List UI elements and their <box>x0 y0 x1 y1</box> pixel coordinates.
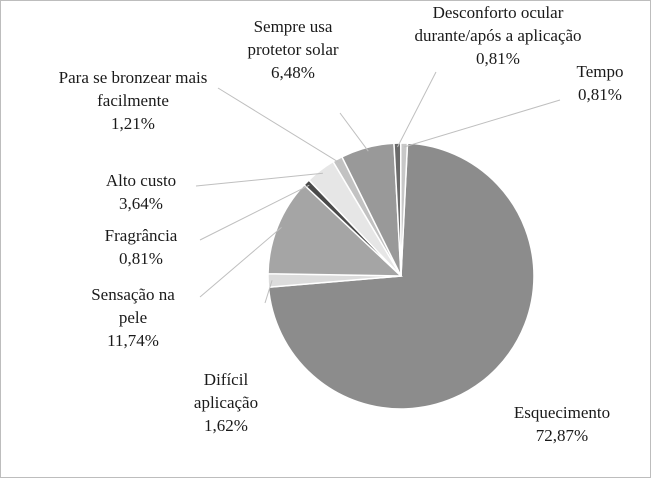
slice-label-dificil-aplicacao: Difícil aplicação 1,62% <box>194 370 258 435</box>
slice-label-text: Desconforto ocular <box>433 3 564 22</box>
slice-label-text: Tempo <box>577 62 624 81</box>
slice-labels: Esquecimento 72,87% Difícil aplicação 1,62% S… <box>59 3 624 445</box>
slice-label-text: Esquecimento <box>514 403 610 422</box>
leader-line-tempo <box>403 99 561 148</box>
leader-line-desconforto-ocular-durante-apos-a-aplicacao <box>397 71 437 148</box>
leader-line-fragrancia <box>199 184 310 241</box>
slice-label-desconforto-ocular-durante-apos-a-aplicacao: Desconforto ocular durante/após a aplicaç… <box>414 3 581 68</box>
slice-label-alto-custo: Alto custo 3,64% <box>106 171 176 213</box>
slice-label-tempo: Tempo 0,81% <box>577 62 624 104</box>
slice-value-text: 0,81% <box>578 85 622 104</box>
leader-line-para-se-bronzear-mais-facilmente <box>217 87 340 164</box>
slice-label-text: protetor solar <box>247 40 338 59</box>
pie-slice-tempo <box>399 142 409 277</box>
slice-value-text: 1,62% <box>204 416 248 435</box>
slice-value-text: 3,64% <box>119 194 163 213</box>
slice-value-text: 1,21% <box>111 114 155 133</box>
leader-lines <box>195 71 561 304</box>
slice-label-text: pele <box>119 308 147 327</box>
slice-value-text: 6,48% <box>271 63 315 82</box>
pie-slices <box>267 142 535 410</box>
slice-label-text: aplicação <box>194 393 258 412</box>
slice-label-esquecimento: Esquecimento 72,87% <box>514 403 610 445</box>
slice-label-text: Sempre usa <box>254 17 333 36</box>
slice-value-text: 72,87% <box>536 426 588 445</box>
slice-value-text: 0,81% <box>119 249 163 268</box>
leader-line-sempre-usa-protetor-solar <box>339 112 369 152</box>
slice-label-text: Para se bronzear mais <box>59 68 208 87</box>
slice-label-para-se-bronzear-mais-facilmente: Para se bronzear mais facilmente 1,21% <box>59 68 208 133</box>
slice-label-fragrancia: Fragrância 0,81% <box>105 226 178 268</box>
pie-slice-sensacao-na-pele <box>267 183 403 277</box>
slice-label-sensacao-na-pele: Sensação na pele 11,74% <box>91 285 175 350</box>
leader-line-dificil-aplicacao <box>264 280 273 304</box>
slice-label-text: Difícil <box>204 370 249 389</box>
slice-label-sempre-usa-protetor-solar: Sempre usa protetor solar 6,48% <box>247 17 338 82</box>
leader-line-alto-custo <box>195 172 323 187</box>
slice-value-text: 0,81% <box>476 49 520 68</box>
slice-label-text: Alto custo <box>106 171 176 190</box>
slice-label-text: Sensação na <box>91 285 175 304</box>
slice-label-text: Fragrância <box>105 226 178 245</box>
slice-label-text: durante/após a aplicação <box>414 26 581 45</box>
leader-line-sensacao-na-pele <box>199 227 282 298</box>
slice-label-text: facilmente <box>97 91 169 110</box>
slice-value-text: 11,74% <box>107 331 159 350</box>
